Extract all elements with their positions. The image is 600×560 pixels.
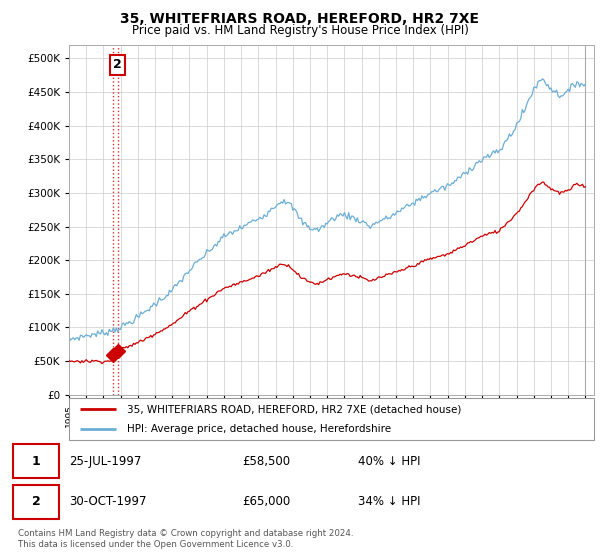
Text: 40% ↓ HPI: 40% ↓ HPI: [358, 455, 420, 468]
Text: 1: 1: [32, 455, 41, 468]
Text: 2: 2: [32, 495, 41, 508]
FancyBboxPatch shape: [13, 444, 59, 478]
Text: 30-OCT-1997: 30-OCT-1997: [70, 495, 147, 508]
Text: 34% ↓ HPI: 34% ↓ HPI: [358, 495, 420, 508]
Text: £58,500: £58,500: [242, 455, 290, 468]
Text: 35, WHITEFRIARS ROAD, HEREFORD, HR2 7XE: 35, WHITEFRIARS ROAD, HEREFORD, HR2 7XE: [121, 12, 479, 26]
Text: 35, WHITEFRIARS ROAD, HEREFORD, HR2 7XE (detached house): 35, WHITEFRIARS ROAD, HEREFORD, HR2 7XE …: [127, 404, 461, 414]
Text: Price paid vs. HM Land Registry's House Price Index (HPI): Price paid vs. HM Land Registry's House …: [131, 24, 469, 36]
Text: 2: 2: [113, 58, 122, 72]
Text: £65,000: £65,000: [242, 495, 290, 508]
Text: Contains HM Land Registry data © Crown copyright and database right 2024.
This d: Contains HM Land Registry data © Crown c…: [18, 529, 353, 549]
Text: HPI: Average price, detached house, Herefordshire: HPI: Average price, detached house, Here…: [127, 424, 391, 434]
Text: 25-JUL-1997: 25-JUL-1997: [70, 455, 142, 468]
FancyBboxPatch shape: [13, 484, 59, 519]
